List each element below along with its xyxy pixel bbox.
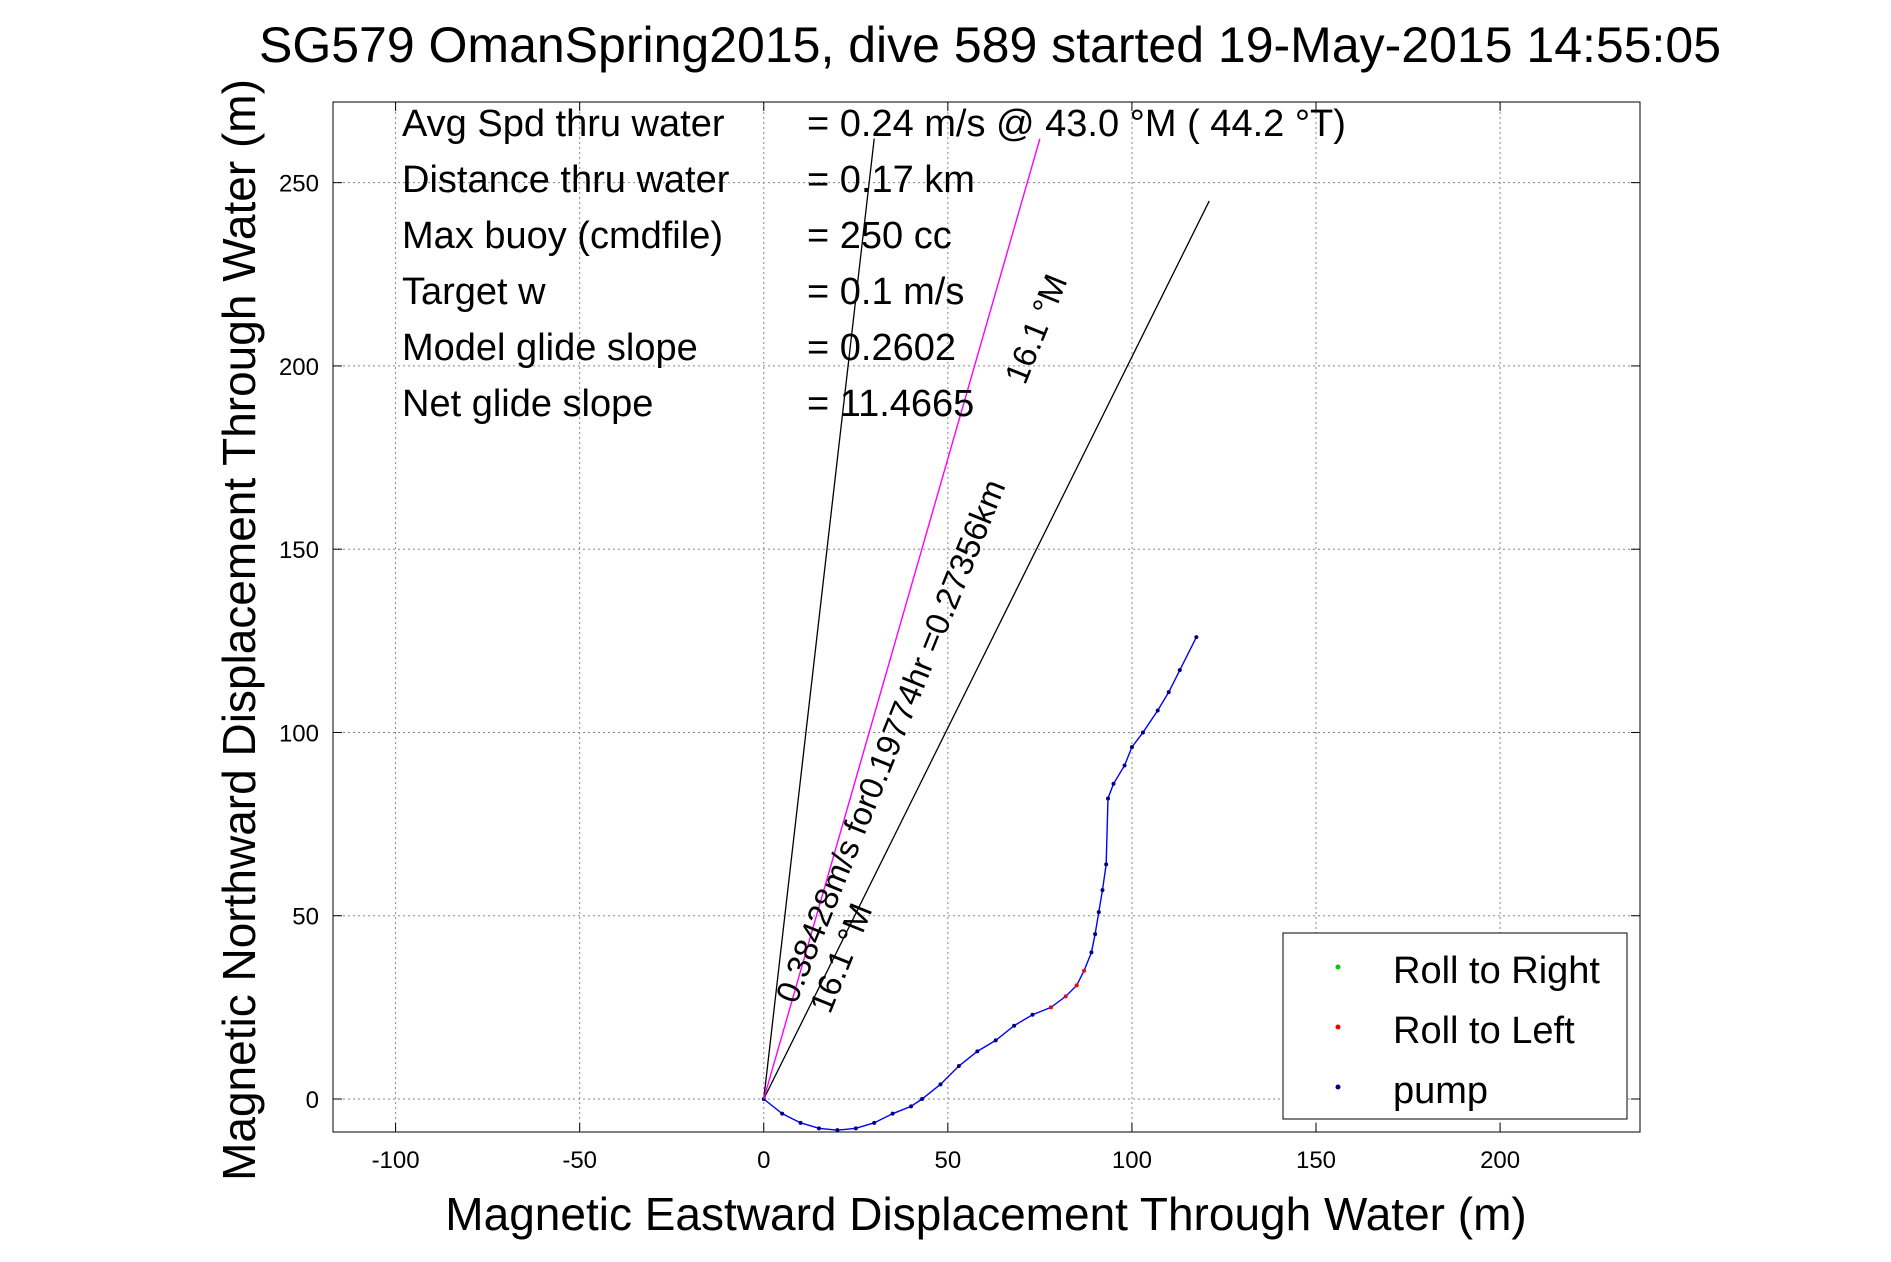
info-value: = 0.2602	[807, 327, 956, 369]
legend-box	[1282, 932, 1628, 1120]
track-point	[1166, 690, 1171, 695]
track-point	[1030, 1012, 1035, 1017]
info-value: = 0.24 m/s @ 43.0 °M ( 44.2 °T)	[807, 103, 1346, 145]
track-point	[1063, 994, 1068, 999]
x-tick-label: 0	[757, 1147, 770, 1174]
current-line	[763, 138, 1041, 1100]
legend-label: Roll to Left	[1393, 1010, 1575, 1052]
track-point	[1096, 910, 1101, 915]
y-tick-label: 0	[306, 1087, 319, 1114]
info-value: = 250 cc	[807, 215, 952, 257]
track-point	[1093, 932, 1098, 937]
track-point	[993, 1038, 998, 1043]
x-tick-label: 200	[1480, 1147, 1520, 1174]
info-value: = 0.17 km	[807, 159, 975, 201]
x-tick-label: -50	[562, 1147, 597, 1174]
legend-label: pump	[1393, 1070, 1488, 1112]
info-label: Target w	[402, 271, 546, 313]
track-point	[1155, 708, 1160, 713]
track-point	[1082, 968, 1087, 973]
legend-label: Roll to Right	[1393, 950, 1600, 992]
info-value: = 11.4665	[807, 383, 974, 425]
track-point	[816, 1126, 821, 1131]
info-label: Model glide slope	[402, 327, 698, 369]
x-tick-label: 50	[934, 1147, 961, 1174]
y-tick-label: 150	[279, 537, 319, 564]
track-point	[835, 1128, 840, 1133]
y-tick-label: 100	[279, 720, 319, 747]
track-point	[1048, 1005, 1053, 1010]
track-point	[872, 1120, 877, 1125]
heading-line	[763, 200, 1210, 1100]
track-point	[890, 1111, 895, 1116]
track-point	[975, 1049, 980, 1054]
info-box: Avg Spd thru water = 0.24 m/s @ 43.0 °M (…	[402, 103, 1346, 425]
x-tick-label: -100	[372, 1147, 420, 1174]
track-point	[1105, 796, 1110, 801]
chart-title: SG579 OmanSpring2015, dive 589 started 1…	[259, 17, 1721, 73]
track-point	[1194, 635, 1199, 640]
series	[761, 138, 1199, 1133]
info-label: Max buoy (cmdfile)	[402, 215, 723, 257]
info-value: = 0.1 m/s	[807, 271, 964, 313]
y-tick-label: 250	[279, 171, 319, 198]
info-label: Avg Spd thru water	[402, 103, 725, 145]
track-point	[798, 1120, 803, 1125]
info-label: Distance thru water	[402, 159, 730, 201]
track-point	[1122, 763, 1127, 768]
track-point	[1100, 888, 1105, 893]
x-tick-label: 100	[1112, 1147, 1152, 1174]
track-point	[1111, 781, 1116, 786]
track-point	[1129, 745, 1134, 750]
track-point	[1089, 950, 1094, 955]
legend-marker	[1335, 964, 1341, 970]
track-point	[1012, 1023, 1017, 1028]
track-line	[763, 636, 1197, 1131]
x-axis-label: Magnetic Eastward Displacement Through W…	[445, 1188, 1526, 1240]
track-point	[956, 1064, 961, 1069]
y-tick-label: 200	[279, 354, 319, 381]
track-point	[1104, 862, 1109, 867]
track-point	[853, 1126, 858, 1131]
track-point	[1177, 668, 1182, 673]
track-point	[909, 1104, 914, 1109]
track-point	[780, 1111, 785, 1116]
track-point	[938, 1082, 943, 1087]
track-point	[1074, 983, 1079, 988]
legend-marker	[1335, 1024, 1341, 1030]
track-point	[1140, 730, 1145, 735]
info-label: Net glide slope	[402, 383, 653, 425]
y-axis-label: Magnetic Northward Displacement Through …	[213, 79, 265, 1181]
axis-ticks: -100 -50 0 50 100 150 200 0 50 100 150 200 250	[279, 102, 1640, 1174]
legend: Roll to Right Roll to Left pump	[1282, 932, 1628, 1120]
reference-lines	[763, 138, 1210, 1100]
track-point	[920, 1097, 925, 1102]
x-tick-label: 150	[1296, 1147, 1336, 1174]
grid	[333, 102, 1640, 1132]
legend-marker	[1335, 1084, 1341, 1090]
heading-line	[763, 138, 875, 1100]
y-tick-label: 50	[292, 904, 319, 931]
